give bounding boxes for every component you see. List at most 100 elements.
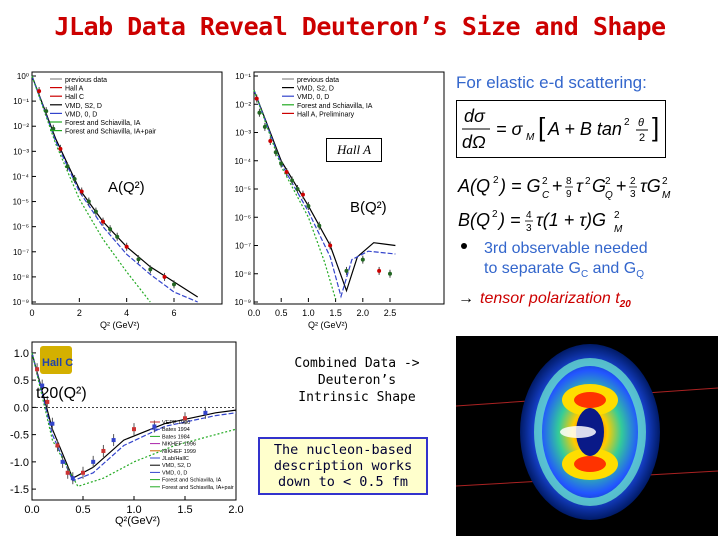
a-legend-entry: previous data — [65, 77, 107, 84]
t-data-point — [152, 424, 157, 429]
a-data-point — [37, 89, 42, 94]
b-data-point — [279, 161, 284, 166]
svg-text:dΩ: dΩ — [462, 132, 486, 152]
b-curve — [253, 89, 396, 293]
svg-text:+: + — [552, 176, 563, 196]
t-xtick-label: 2.0 — [228, 504, 243, 516]
svg-text:τ: τ — [576, 176, 584, 196]
b-data-point — [290, 178, 295, 183]
t-data-point — [65, 470, 70, 475]
a-ytick-label: 10⁻² — [13, 122, 29, 131]
deuteron-shape-image — [456, 336, 718, 536]
chart-b-xlabel: Q² (GeV²) — [308, 320, 348, 330]
a-xtick-label: 4 — [124, 308, 129, 318]
b-ytick-label: 10⁻⁵ — [235, 185, 251, 194]
t-legend-entry: JLab/HallC — [162, 456, 189, 462]
a-legend-entry: VMD, S2, D — [65, 103, 102, 110]
chart-b-name: B(Q²) — [350, 199, 387, 216]
chart-b-yticks: 10⁻¹ 10⁻² 10⁻³ 10⁻⁴ 10⁻⁵ 10⁻⁶ 10⁻⁷ 10⁻⁸ 10⁻⁹ — [234, 72, 258, 307]
chart-a-q2: 10⁰10⁻¹10⁻²10⁻³10⁻⁴10⁻⁵10⁻⁶10⁻⁷10⁻⁸10⁻⁹ … — [12, 71, 223, 330]
t-data-point — [35, 367, 40, 372]
b-ytick-label: 10⁻² — [235, 100, 251, 109]
a-ytick-label: 10⁻⁸ — [13, 273, 30, 282]
chart-t20: 1.0 0.5 0.0 -0.5 -1.0 -1.5 0.0 0.5 1.0 1.5 2.0 VE… — [10, 341, 244, 527]
t-data-point — [91, 459, 96, 464]
b-data-point — [257, 110, 262, 115]
t-data-point — [70, 476, 75, 481]
b-xtick-label: 0.5 — [275, 308, 288, 318]
chart-a-yticks: 10⁰ 10⁻¹ 10⁻² 10⁻³ 10⁻⁴ 10⁻⁵ 10⁻⁶ 10⁻⁷ 10⁻⁸ 10⁻⁹ — [12, 72, 36, 307]
tensor-line: → tensor polarization t20 — [458, 290, 631, 310]
a-data-point — [115, 234, 120, 239]
t-ytick-label: 1.0 — [14, 348, 29, 360]
a-ytick-label: 10⁻⁴ — [12, 172, 29, 181]
t-legend-entry: Bates 1984 — [162, 434, 190, 440]
b-legend-entry: previous data — [297, 77, 339, 84]
b-xtick-label: 2.5 — [384, 308, 397, 318]
a-data-point — [79, 189, 84, 194]
formula-graphics: dσ dΩ = σ M [ A + B tan 2 θ 2 ] A(Q 2 ) … — [457, 106, 671, 249]
svg-text:2: 2 — [493, 175, 499, 186]
svg-text:M: M — [614, 224, 623, 235]
a-ytick-label: 10⁰ — [17, 72, 29, 81]
b-data-point — [295, 187, 300, 191]
b-data-point — [328, 243, 333, 248]
t-legend-entry: Forest and Schiavilla, IA+pair — [162, 485, 234, 491]
b-xtick-label: 1.0 — [302, 308, 315, 318]
svg-text:G: G — [592, 176, 606, 196]
a-data-point — [148, 267, 153, 272]
nucleon-line-1: The nucleon-based — [273, 442, 413, 458]
chart-t20-xlabel: Q²(GeV²) — [115, 515, 160, 527]
svg-text:θ: θ — [638, 117, 644, 129]
t-data-point — [203, 410, 208, 415]
combined-line-2: Deuteron’s — [317, 373, 397, 388]
svg-text:A + B tan: A + B tan — [547, 119, 622, 139]
t-ytick-label: 0.5 — [14, 375, 29, 387]
cross-section-formula — [456, 100, 666, 158]
a-ytick-label: 10⁻⁶ — [13, 223, 29, 232]
svg-text:B(Q: B(Q — [458, 210, 490, 230]
a-legend-entry: Forest and Schiavilla, IA — [65, 120, 141, 127]
b-legend-entry: Forest and Schiavilla, IA — [297, 103, 373, 110]
bullet-line-2-text: to separate G — [484, 260, 581, 277]
svg-text:2: 2 — [614, 210, 620, 221]
b-data-point — [344, 268, 349, 273]
b-xtick-label: 0.0 — [248, 308, 261, 318]
svg-text:) = G: ) = G — [498, 176, 541, 196]
a-data-point — [172, 282, 176, 287]
t-curve — [31, 352, 237, 482]
arrow-icon: → — [458, 290, 474, 307]
b-data-point — [317, 223, 322, 228]
slide-title: JLab Data Reveal Deuteron’s Size and Sha… — [54, 12, 666, 41]
a-xtick-label: 2 — [77, 308, 82, 318]
svg-text:2: 2 — [630, 176, 636, 187]
t-legend-entry: Forest and Schiavilla, IA — [162, 478, 222, 484]
svg-text:3: 3 — [630, 189, 636, 200]
sub-c: C — [580, 269, 589, 281]
t-legend-entry: Bates 1994 — [162, 427, 190, 433]
svg-text:τ(1 + τ)G: τ(1 + τ)G — [536, 210, 606, 230]
b-data-point — [360, 257, 365, 262]
a-data-point — [72, 176, 77, 181]
svg-text:dσ: dσ — [464, 106, 486, 126]
t-data-point — [111, 438, 116, 443]
svg-text:[: [ — [538, 112, 546, 142]
b-data-point — [377, 268, 382, 273]
a-data-point — [86, 199, 91, 204]
chart-a-xticks: 0 2 4 6 — [29, 298, 177, 318]
a-data-point — [136, 257, 141, 262]
b-ytick-label: 10⁻⁷ — [235, 242, 251, 251]
elastic-heading: For elastic e-d scattering: — [456, 73, 647, 92]
svg-text:3: 3 — [526, 223, 532, 234]
nucleon-line-3: down to < 0.5 fm — [277, 474, 409, 490]
a-xtick-label: 6 — [171, 308, 176, 318]
t-ytick-label: -0.5 — [10, 430, 29, 442]
t-ytick-label: -1.0 — [10, 457, 29, 469]
a-data-point — [162, 274, 167, 279]
a-legend-entry: Hall A — [65, 86, 84, 93]
chart-b-points — [254, 94, 392, 278]
svg-text:2: 2 — [492, 209, 498, 220]
svg-text:M: M — [526, 132, 535, 143]
